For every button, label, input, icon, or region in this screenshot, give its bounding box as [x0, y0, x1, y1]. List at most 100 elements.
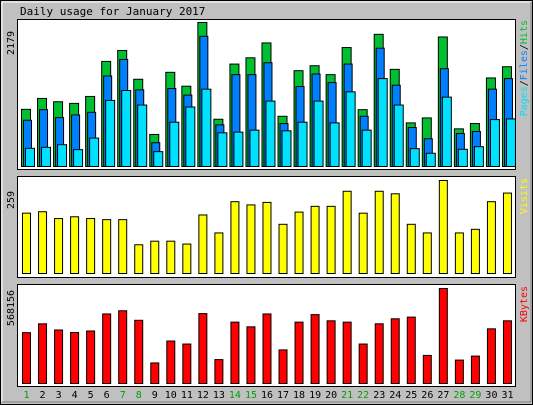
kbytes-panel-y-max-label: 568156	[6, 290, 17, 326]
legend-pages: Pages	[519, 86, 530, 116]
x-tick-label: 28	[453, 390, 465, 401]
bar-pages-day-1	[25, 147, 35, 167]
bar-visits-day-6	[102, 219, 112, 274]
bar-pages-day-27	[441, 96, 452, 167]
x-tick-label: 22	[357, 390, 369, 401]
bar-visits-day-3	[54, 218, 64, 275]
x-tick-label: 8	[136, 390, 142, 401]
x-tick-label: 6	[104, 390, 110, 401]
bar-pages-day-31	[505, 118, 516, 167]
bar-pages-day-2	[41, 146, 52, 168]
bar-visits-day-19	[310, 205, 320, 275]
bar-visits-day-16	[262, 201, 272, 274]
bar-visits-day-20	[326, 205, 336, 275]
bar-visits-day-17	[278, 223, 288, 274]
bar-visits-day-8	[134, 244, 144, 274]
bar-visits-day-14	[230, 201, 240, 275]
x-tick-label: 25	[405, 390, 417, 401]
bar-visits-day-26	[422, 232, 432, 275]
x-tick-label: 4	[72, 390, 78, 401]
x-tick-label: 14	[229, 390, 241, 401]
bar-pages-day-14	[233, 131, 244, 168]
bar-visits-day-4	[70, 216, 80, 274]
bar-pages-day-5	[89, 137, 100, 168]
bar-kbytes-day-6	[102, 313, 112, 385]
x-tick-label: 9	[152, 390, 158, 401]
bar-pages-day-18	[297, 121, 308, 167]
bar-kbytes-day-2	[38, 323, 48, 384]
legend-separator: /	[519, 44, 530, 50]
bar-pages-day-23	[377, 78, 388, 167]
bar-visits-day-2	[38, 211, 48, 274]
bar-kbytes-day-9	[150, 362, 160, 385]
bar-kbytes-day-20	[326, 320, 336, 384]
bar-pages-day-16	[265, 100, 276, 167]
bar-pages-day-10	[169, 121, 180, 167]
x-tick-label: 2	[40, 390, 46, 401]
bar-kbytes-day-11	[182, 343, 192, 384]
bar-kbytes-day-10	[166, 340, 176, 384]
x-tick-label: 15	[245, 390, 257, 401]
bar-visits-day-18	[294, 211, 304, 274]
bar-kbytes-day-28	[454, 359, 464, 385]
x-tick-label: 11	[181, 390, 193, 401]
bar-kbytes-day-21	[342, 321, 352, 385]
bar-visits-day-28	[454, 232, 464, 275]
bar-visits-day-1	[22, 212, 31, 274]
bar-kbytes-day-12	[198, 313, 208, 385]
bar-kbytes-day-22	[358, 343, 368, 384]
x-tick-label: 24	[389, 390, 401, 401]
bar-kbytes-day-5	[86, 330, 96, 385]
bar-pages-day-25	[409, 148, 420, 167]
x-tick-label: 1	[24, 390, 30, 401]
bar-kbytes-day-31	[502, 320, 512, 384]
bar-visits-day-27	[438, 180, 448, 274]
x-tick-label: 23	[373, 390, 385, 401]
bar-pages-day-20	[329, 122, 340, 167]
bar-pages-day-26	[425, 152, 436, 167]
hits-panel-legend: Pages/Files/Hits	[519, 20, 530, 116]
bar-kbytes-day-30	[486, 328, 496, 385]
bar-pages-day-24	[393, 104, 404, 167]
kbytes-panel-legend: KBytes	[519, 286, 530, 322]
bar-kbytes-day-23	[374, 323, 384, 384]
bar-pages-day-21	[345, 91, 356, 167]
x-tick-label: 5	[88, 390, 94, 401]
bar-kbytes-day-4	[70, 332, 80, 384]
bar-pages-day-12	[201, 88, 212, 167]
bar-kbytes-day-18	[294, 321, 304, 385]
bar-kbytes-day-7	[118, 310, 128, 385]
bar-visits-day-10	[166, 240, 176, 274]
bar-kbytes-day-17	[278, 349, 288, 384]
x-tick-label: 19	[309, 390, 321, 401]
bar-pages-day-28	[457, 148, 468, 168]
bar-pages-day-22	[361, 129, 372, 167]
x-tick-label: 27	[437, 390, 449, 401]
bar-kbytes-day-29	[470, 355, 480, 384]
bar-kbytes-day-19	[310, 314, 320, 385]
bar-kbytes-day-3	[54, 329, 64, 384]
x-tick-label: 18	[293, 390, 305, 401]
bar-pages-day-17	[281, 130, 292, 167]
x-tick-label: 17	[277, 390, 289, 401]
bar-visits-day-21	[342, 190, 352, 274]
bar-visits-day-7	[118, 219, 128, 274]
bar-pages-day-8	[137, 104, 148, 167]
bar-kbytes-day-16	[262, 313, 272, 385]
bar-pages-day-3	[57, 144, 68, 168]
bar-pages-day-29	[473, 146, 484, 167]
x-tick-label: 26	[421, 390, 433, 401]
bar-pages-day-15	[249, 129, 260, 167]
visits-panel-legend: Visits	[519, 178, 530, 214]
bar-kbytes-day-1	[22, 332, 31, 384]
bar-kbytes-day-24	[390, 318, 400, 384]
bar-visits-day-5	[86, 218, 96, 275]
bar-pages-day-9	[153, 151, 164, 168]
bar-visits-day-25	[406, 223, 416, 274]
x-tick-label: 21	[341, 390, 353, 401]
chart-title: Daily usage for January 2017	[20, 5, 205, 18]
bar-visits-day-30	[486, 201, 496, 275]
bar-pages-day-19	[313, 100, 324, 167]
bar-pages-day-6	[105, 99, 116, 167]
bar-kbytes-day-27	[438, 288, 448, 384]
